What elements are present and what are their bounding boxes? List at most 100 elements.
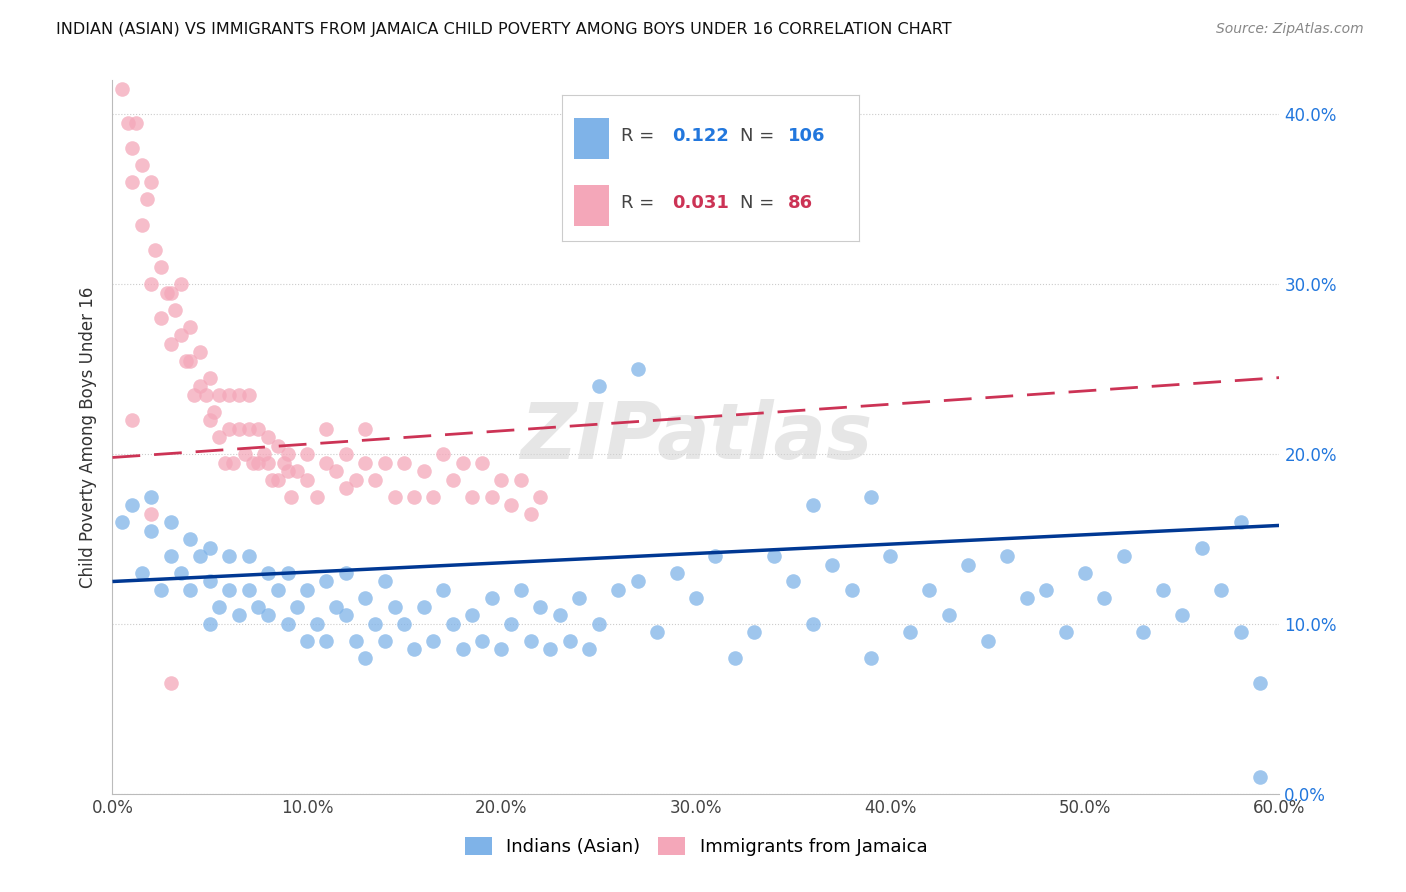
Point (260, 473, 283, 487)
Point (295, 582, 318, 597)
Point (451, 456, 474, 470)
Point (704, 549, 727, 563)
Point (724, 651, 747, 665)
Point (354, 591, 377, 606)
Point (125, 116, 148, 130)
Point (238, 582, 260, 597)
Point (295, 473, 318, 487)
Point (131, 158, 153, 172)
Point (402, 642, 425, 657)
Point (374, 634, 396, 648)
Point (344, 473, 367, 487)
Point (218, 582, 240, 597)
Point (194, 387, 217, 401)
Point (1249, 676, 1271, 690)
Point (141, 490, 163, 504)
Point (412, 599, 434, 614)
Text: ZIPatlas: ZIPatlas (520, 399, 872, 475)
Point (441, 473, 464, 487)
Point (202, 404, 225, 418)
Point (121, 413, 143, 427)
Point (501, 617, 523, 632)
Point (295, 634, 318, 648)
Point (247, 599, 270, 614)
Point (519, 634, 541, 648)
Point (176, 353, 198, 368)
Point (879, 549, 901, 563)
Point (315, 574, 337, 589)
Point (280, 490, 302, 504)
Point (821, 558, 844, 572)
Point (744, 625, 766, 640)
Point (222, 456, 245, 470)
Point (471, 456, 494, 470)
Point (169, 277, 191, 292)
Point (918, 582, 941, 597)
Point (136, 192, 159, 206)
Point (588, 379, 610, 393)
Point (276, 447, 298, 461)
Point (228, 608, 250, 623)
Point (247, 421, 270, 435)
Point (384, 599, 406, 614)
Point (801, 498, 824, 512)
Point (481, 490, 503, 504)
Point (121, 175, 143, 189)
Point (214, 456, 236, 470)
Point (685, 158, 707, 172)
Point (394, 617, 416, 632)
Point (558, 634, 581, 648)
Point (1132, 625, 1154, 640)
Point (160, 285, 183, 300)
Point (238, 421, 260, 435)
Point (238, 549, 260, 563)
Point (1191, 541, 1213, 555)
Point (315, 634, 337, 648)
Point (198, 413, 221, 427)
Text: Source: ZipAtlas.com: Source: ZipAtlas.com (1216, 22, 1364, 37)
Point (208, 599, 231, 614)
Point (247, 456, 270, 470)
Point (218, 549, 240, 563)
Point (218, 421, 240, 435)
Point (188, 549, 211, 563)
Point (208, 430, 231, 444)
Point (335, 566, 357, 580)
Point (384, 490, 406, 504)
Point (218, 387, 240, 401)
Point (305, 490, 328, 504)
Point (183, 387, 205, 401)
Point (1229, 625, 1251, 640)
Point (627, 362, 650, 376)
Point (208, 387, 231, 401)
Point (179, 319, 201, 334)
Point (422, 490, 444, 504)
Point (995, 549, 1018, 563)
Point (529, 599, 551, 614)
Point (179, 532, 201, 546)
Point (461, 490, 484, 504)
Point (198, 370, 221, 384)
Point (141, 524, 163, 538)
Point (188, 345, 211, 359)
Point (285, 464, 308, 478)
Point (150, 582, 173, 597)
Point (432, 447, 454, 461)
Point (938, 608, 960, 623)
Point (762, 549, 785, 563)
Point (519, 507, 541, 521)
Point (169, 566, 191, 580)
Point (1171, 608, 1194, 623)
Point (257, 566, 280, 580)
Point (150, 260, 173, 275)
Point (267, 439, 290, 453)
Point (131, 218, 153, 232)
Point (461, 608, 484, 623)
Point (412, 464, 434, 478)
Point (295, 447, 318, 461)
Point (160, 515, 183, 529)
Point (131, 566, 153, 580)
Point (305, 617, 328, 632)
Point (285, 599, 308, 614)
Point (422, 634, 444, 648)
